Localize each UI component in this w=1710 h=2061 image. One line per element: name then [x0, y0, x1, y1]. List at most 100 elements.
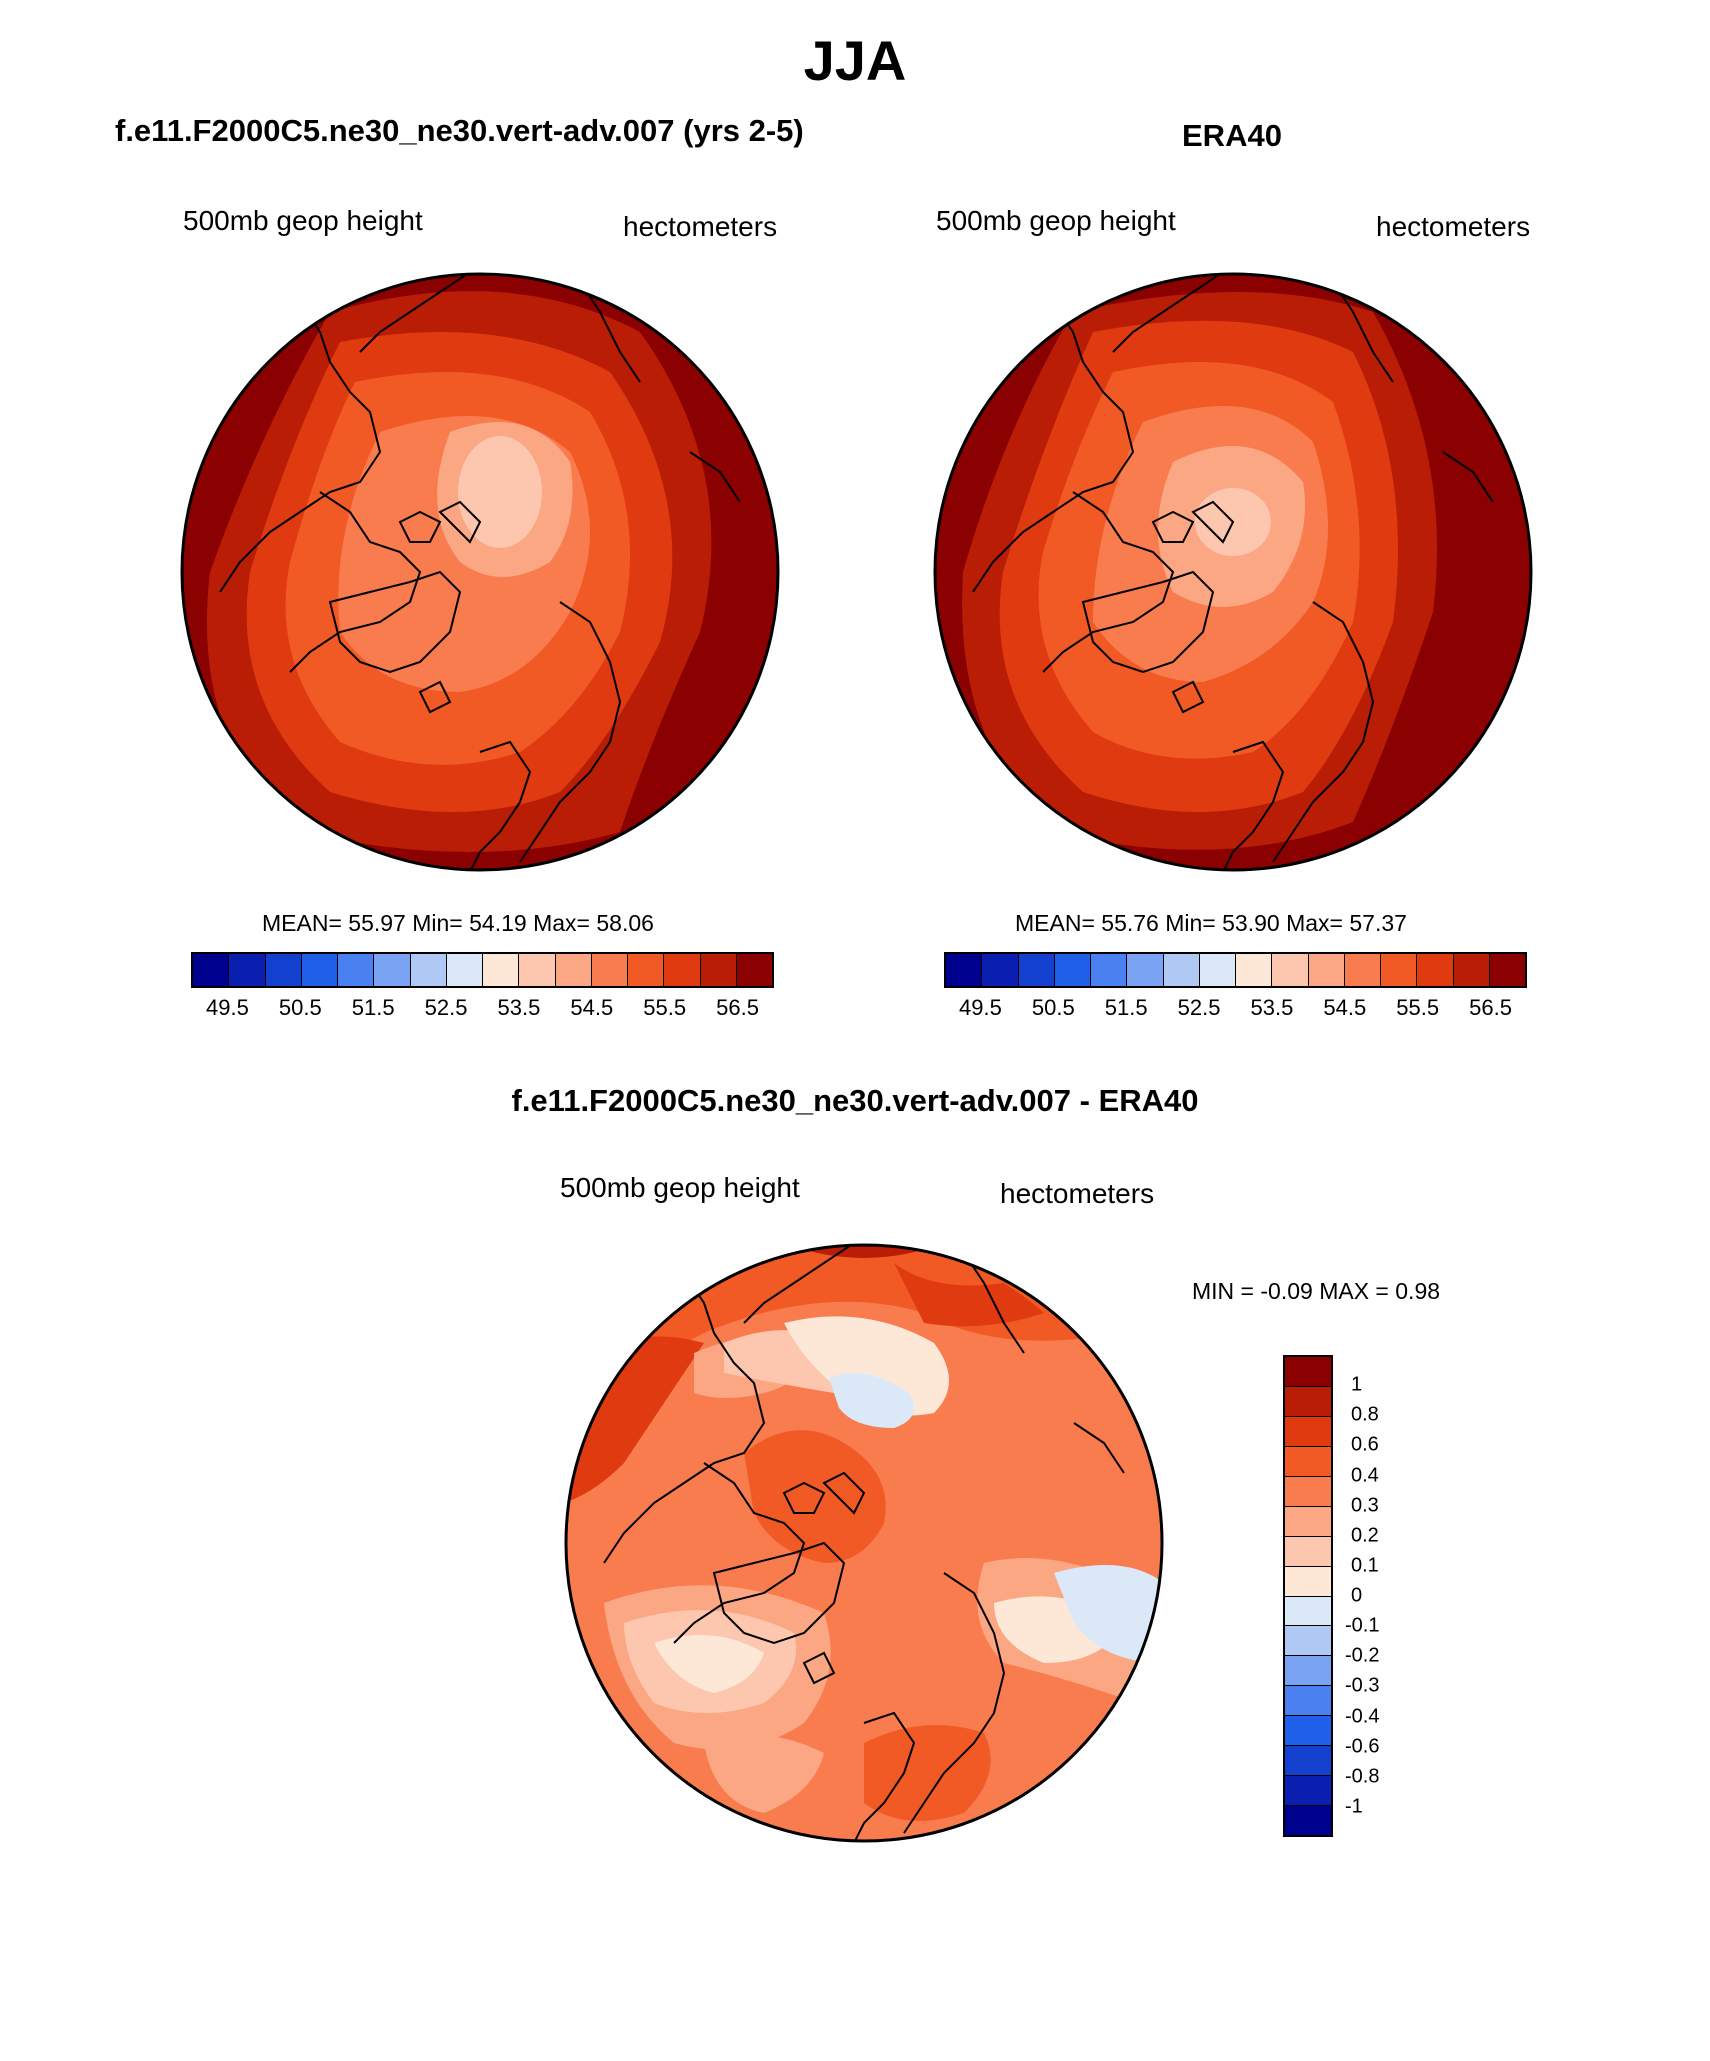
panel-3-contour-neg-0-1-east	[1054, 1565, 1162, 1663]
colorbar-tick-label: -0.6	[1345, 1735, 1380, 1758]
colorbar-swatch	[519, 954, 556, 986]
panel-2-colorbar	[944, 952, 1527, 988]
colorbar-tick-label: 51.5	[351, 995, 395, 1020]
panel-2-min-value: 53.90	[1222, 910, 1280, 936]
panel-3-min-label: MIN =	[1192, 1278, 1254, 1304]
panel-2-title: ERA40	[1182, 118, 1282, 153]
colorbar-swatch	[1285, 1746, 1331, 1777]
colorbar-tick-label: 53.5	[497, 995, 541, 1020]
panel-3-contour-0-4-center	[744, 1430, 886, 1563]
colorbar-swatch	[374, 954, 411, 986]
panel-3-contour-0-sw	[654, 1635, 764, 1693]
colorbar-swatch	[1285, 1806, 1331, 1835]
colorbar-swatch	[301, 954, 338, 986]
colorbar-tick-label: 55.5	[1396, 995, 1440, 1020]
panel-3-contour-0-6-north	[894, 1263, 1044, 1327]
panel-3-title: f.e11.F2000C5.ne30_ne30.vert-adv.007 - E…	[511, 1083, 1199, 1118]
colorbar-tick-label: 0.4	[1351, 1464, 1379, 1486]
colorbar-swatch	[1018, 954, 1055, 986]
panel-1-mean-value: 55.97	[348, 910, 406, 936]
colorbar-tick-label: -1	[1345, 1795, 1363, 1818]
colorbar-swatch	[1127, 954, 1164, 986]
colorbar-swatch	[1453, 954, 1490, 986]
panel-2-coastlines	[972, 274, 1494, 870]
panel-3-colorbar-ticks: 1 0.8 0.6 0.4 0.3 0.2 0.1 0 -0.1 -0.2 -0.3 -0.4 -0.6…	[1345, 1355, 1405, 1837]
colorbar-swatch	[1285, 1716, 1331, 1747]
panel-1-mean-label: MEAN=	[262, 910, 342, 936]
panel-2-variable-label: 500mb geop height	[936, 205, 1176, 236]
colorbar-swatch	[229, 954, 266, 986]
panel-3-contour-0-4-south	[864, 1725, 991, 1821]
panel-1-min-value: 54.19	[469, 910, 527, 936]
panel-1-title: f.e11.F2000C5.ne30_ne30.vert-adv.007 (yr…	[115, 113, 804, 148]
panel-1-units-label: hectometers	[623, 211, 778, 242]
colorbar-swatch	[982, 954, 1019, 986]
colorbar-swatch	[1285, 1536, 1331, 1567]
panel-1-variable-label: 500mb geop height	[183, 205, 423, 236]
panel-2-map	[933, 272, 1533, 872]
colorbar-swatch	[1285, 1357, 1331, 1387]
panel-3-min-value: -0.09	[1260, 1278, 1313, 1304]
panel-3-variable-label: 500mb geop height	[560, 1172, 800, 1203]
colorbar-swatch	[1285, 1596, 1331, 1627]
colorbar-swatch	[483, 954, 520, 986]
colorbar-swatch	[1054, 954, 1091, 986]
colorbar-tick-label: 56.5	[1469, 995, 1512, 1020]
colorbar-swatch	[1285, 1626, 1331, 1657]
colorbar-swatch	[193, 954, 230, 986]
colorbar-tick-label: 55.5	[643, 995, 687, 1020]
panel-3-coastlines	[603, 1245, 1125, 1841]
panel-3-contour-0-north-pole	[784, 1316, 949, 1416]
panel-1-colorbar-ticks: 49.5 50.5 51.5 52.5 53.5 54.5 55.5 56.5	[191, 995, 774, 1025]
colorbar-tick-label: 0.2	[1351, 1524, 1379, 1547]
panel-3-max-value: 0.98	[1395, 1278, 1441, 1304]
panel-3-contour-neg-0-1-north	[829, 1373, 914, 1428]
colorbar-swatch	[410, 954, 447, 986]
colorbar-tick-label: 0	[1351, 1584, 1363, 1607]
panel-2-max-label: Max=	[1286, 910, 1343, 936]
colorbar-swatch	[628, 954, 665, 986]
panel-2-mean-label: MEAN=	[1015, 910, 1095, 936]
colorbar-swatch	[736, 954, 772, 986]
panel-1-coastlines	[219, 274, 741, 870]
panel-1-min-label: Min=	[412, 910, 463, 936]
panel-2-colorbar-ticks: 49.5 50.5 51.5 52.5 53.5 54.5 55.5 56.5	[944, 995, 1527, 1025]
colorbar-tick-label: 49.5	[959, 995, 1002, 1020]
colorbar-tick-label: 52.5	[424, 995, 468, 1020]
figure-title: JJA	[803, 29, 907, 92]
panel-2-units-label: hectometers	[1376, 211, 1531, 242]
colorbar-tick-label: 49.5	[206, 995, 249, 1020]
colorbar-tick-label: 0.1	[1351, 1554, 1379, 1577]
colorbar-swatch	[664, 954, 701, 986]
colorbar-tick-label: 56.5	[716, 995, 759, 1020]
colorbar-swatch	[338, 954, 375, 986]
colorbar-swatch	[591, 954, 628, 986]
colorbar-swatch	[1417, 954, 1454, 986]
colorbar-swatch	[1285, 1416, 1331, 1447]
panel-1-stats: MEAN= 55.97 Min= 54.19 Max= 58.06	[262, 910, 654, 937]
colorbar-tick-label: -0.1	[1345, 1614, 1380, 1637]
colorbar-swatch	[1285, 1656, 1331, 1687]
colorbar-tick-label: -0.8	[1345, 1765, 1380, 1788]
colorbar-tick-label: 1	[1351, 1373, 1363, 1396]
colorbar-tick-label: 53.5	[1250, 995, 1294, 1020]
colorbar-swatch	[1285, 1566, 1331, 1597]
panel-1-map	[180, 272, 780, 872]
colorbar-tick-label: 54.5	[1323, 995, 1367, 1020]
panel-2-max-value: 57.37	[1349, 910, 1407, 936]
colorbar-swatch	[1199, 954, 1236, 986]
panel-2-min-label: Min=	[1165, 910, 1216, 936]
colorbar-swatch	[1285, 1686, 1331, 1717]
colorbar-tick-label: -0.4	[1345, 1705, 1380, 1727]
panel-3-contour-0-2-south	[704, 1735, 824, 1813]
colorbar-swatch	[1344, 954, 1381, 986]
panel-1-max-label: Max=	[533, 910, 590, 936]
colorbar-tick-label: -0.3	[1345, 1674, 1380, 1697]
colorbar-swatch	[1091, 954, 1128, 986]
colorbar-tick-label: 0.6	[1351, 1433, 1379, 1456]
colorbar-swatch	[1489, 954, 1525, 986]
panel-3-stats: MIN = -0.09 MAX = 0.98	[1192, 1278, 1440, 1305]
colorbar-tick-label: 50.5	[1031, 995, 1075, 1020]
colorbar-swatch	[1236, 954, 1273, 986]
panel-3-map	[564, 1243, 1164, 1843]
